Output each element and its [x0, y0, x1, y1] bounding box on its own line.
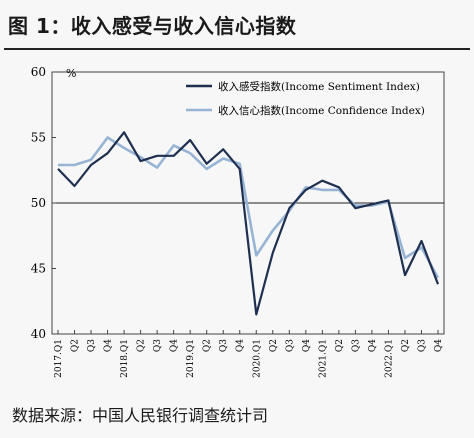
legend: 收入感受指数(Income Sentiment Index) 收入信心指数(Inc…: [186, 80, 425, 117]
y-tick-label: 40: [31, 327, 46, 341]
y-tick-label: 55: [31, 131, 46, 145]
x-tick-label: Q4: [302, 339, 312, 352]
x-tick-label: Q3: [351, 339, 361, 352]
x-tick-label: 2020.Q1: [252, 339, 262, 378]
x-tick-label: 2021.Q1: [318, 339, 328, 378]
x-tick-label: 2019.Q1: [186, 339, 196, 378]
x-tick-label: Q4: [434, 339, 444, 352]
x-tick-label: Q2: [401, 339, 411, 352]
x-tick-label: Q4: [368, 339, 378, 352]
legend-label-income-confidence: 收入信心指数(Income Confidence Index): [218, 104, 425, 117]
y-axis-unit-label: %: [66, 67, 76, 80]
x-tick-label: Q3: [219, 339, 229, 352]
series-layer: [57, 131, 440, 316]
x-tick-label: 2018.Q1: [120, 339, 130, 378]
x-tick-label: Q2: [71, 339, 81, 352]
y-tick-label: 45: [31, 262, 46, 276]
x-tick-label: 2022.Q1: [384, 339, 394, 378]
x-tick-label: Q2: [137, 339, 147, 352]
x-tick-label: Q4: [170, 339, 180, 352]
x-tick-label: 2017.Q1: [54, 339, 64, 378]
x-tick-label: Q3: [87, 339, 97, 352]
legend-label-income-sentiment: 收入感受指数(Income Sentiment Index): [218, 80, 420, 93]
x-tick-label: Q2: [269, 339, 279, 352]
x-tick-label: Q4: [236, 339, 246, 352]
y-tick-label: 50: [31, 196, 46, 210]
y-tick-label: 60: [31, 65, 46, 79]
data-source-note: 数据来源：中国人民银行调查统计司: [12, 406, 269, 425]
x-tick-label: Q4: [104, 339, 114, 352]
x-tick-label: Q2: [203, 339, 213, 352]
title-divider: [4, 48, 470, 50]
series-line-income-sentiment: [57, 131, 440, 316]
x-tick-label: Q3: [417, 339, 427, 352]
x-tick-label: Q3: [153, 339, 163, 352]
x-axis: 2017.Q1 Q2 Q3 Q4 2018.Q1 Q2 Q3 Q4 2019.Q1 Q2 Q3 Q4 2…: [54, 330, 444, 378]
y-axis: 40 45 50 55 60: [31, 65, 56, 341]
figure-title: 图 1：收入感受与收入信心指数: [8, 14, 297, 38]
series-line-income-confidence: [58, 136, 440, 279]
x-tick-label: Q3: [285, 339, 295, 352]
x-tick-label: Q2: [335, 339, 345, 352]
